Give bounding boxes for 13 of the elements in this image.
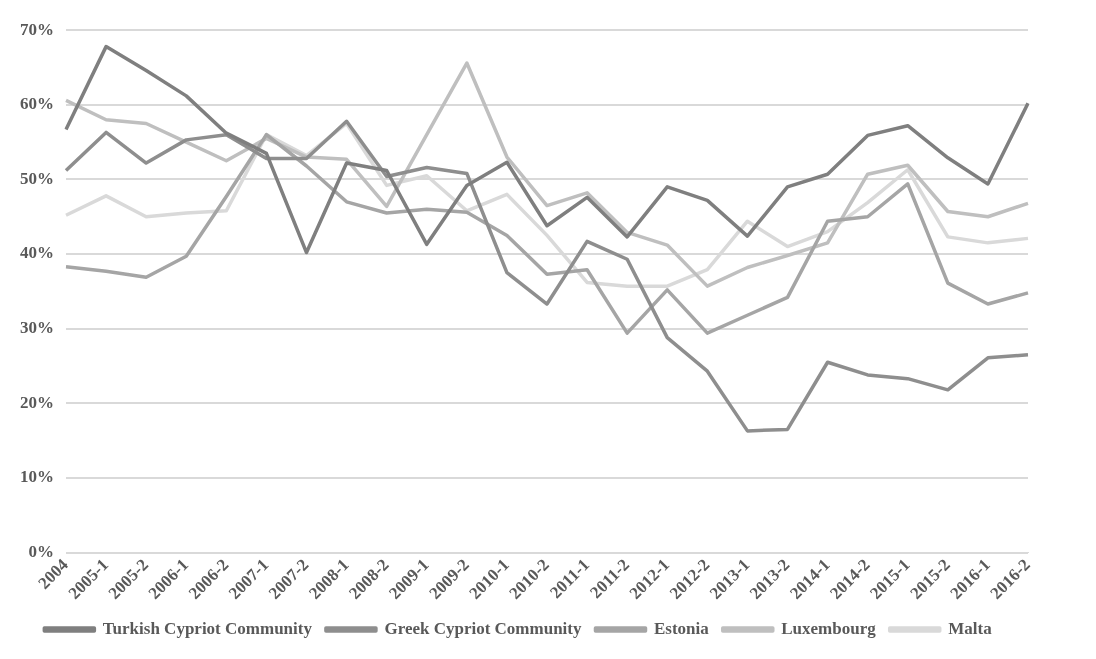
y-tick-label: 70% <box>20 19 54 39</box>
y-tick-label: 60% <box>20 94 54 114</box>
legend-label: Luxembourg <box>781 618 877 638</box>
legend-label: Greek Cypriot Community <box>384 618 582 638</box>
y-tick-label: 40% <box>20 243 54 263</box>
legend-label: Turkish Cypriot Community <box>102 618 313 638</box>
y-tick-label: 30% <box>20 318 54 338</box>
y-tick-label: 0% <box>28 541 54 561</box>
y-tick-label: 50% <box>20 168 54 188</box>
y-tick-label: 10% <box>20 467 54 487</box>
y-tick-label: 20% <box>20 392 54 412</box>
legend-label: Estonia <box>653 618 710 638</box>
legend-label: Malta <box>948 618 993 638</box>
